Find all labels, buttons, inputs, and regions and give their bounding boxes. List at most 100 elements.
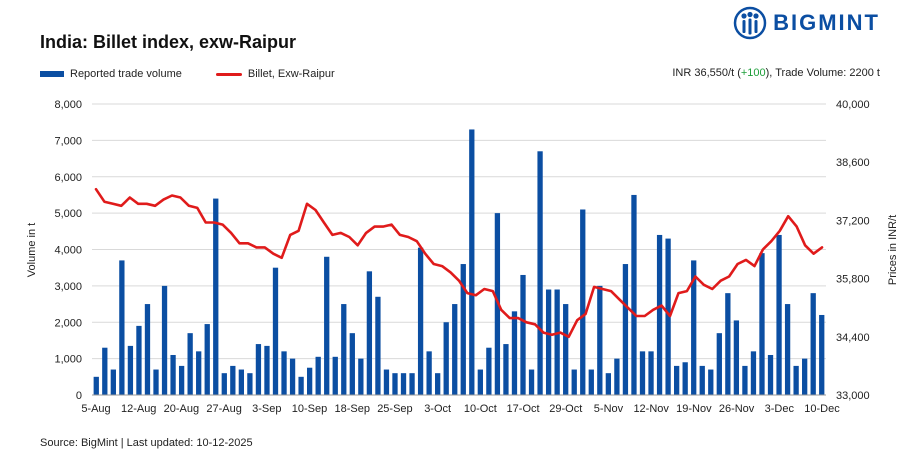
source-note: Source: BigMint | Last updated: 10-12-20… xyxy=(40,437,253,449)
volume-bar xyxy=(153,369,159,395)
volume-bar xyxy=(537,151,543,395)
volume-bar xyxy=(742,365,748,395)
volume-bar xyxy=(119,260,125,395)
volume-bar xyxy=(409,373,415,395)
x-tick-label: 27-Aug xyxy=(206,403,241,415)
volume-bar xyxy=(221,373,227,395)
volume-bar xyxy=(306,367,313,395)
volume-bar xyxy=(588,369,594,395)
volume-bar xyxy=(503,344,509,395)
volume-bar xyxy=(366,271,373,395)
volume-bar xyxy=(580,209,586,395)
volume-bar xyxy=(571,369,577,395)
volume-bar xyxy=(264,345,270,395)
chart-canvas: 0 1,000 2,000 3,000 4,000 5,000 6,000 7,000 8,00… xyxy=(26,99,899,415)
y-left-tick-label: 1,000 xyxy=(54,354,82,366)
volume-bar xyxy=(238,369,245,395)
volume-bar xyxy=(545,289,552,395)
y-left-tick-label: 2,000 xyxy=(54,317,82,329)
y-axis-right-label: Prices in INR/t xyxy=(887,215,899,285)
volume-bar xyxy=(375,296,381,395)
volume-bar xyxy=(110,369,116,395)
x-tick-label: 18-Sep xyxy=(334,403,369,415)
x-tick-label: 19-Nov xyxy=(676,403,712,415)
volume-bar xyxy=(682,362,688,395)
volume-bar xyxy=(708,369,714,395)
y-left-tick-label: 6,000 xyxy=(54,172,82,184)
volume-bar xyxy=(460,264,466,395)
legend-swatch-bar xyxy=(40,71,64,77)
volume-bar xyxy=(255,344,262,395)
y-left-tick-label: 8,000 xyxy=(54,99,82,111)
volume-bar xyxy=(810,293,816,395)
gridlines xyxy=(92,103,826,360)
y-left-tick-label: 7,000 xyxy=(54,135,82,147)
volume-bar xyxy=(178,365,185,395)
volume-bar xyxy=(127,345,134,395)
volume-bar xyxy=(358,358,364,395)
volume-bar xyxy=(750,351,757,395)
y-right-tick-label: 38,600 xyxy=(836,157,870,169)
volume-bar xyxy=(161,285,168,395)
x-tick-label: 3-Sep xyxy=(252,403,281,415)
y-right-tick-label: 40,000 xyxy=(836,99,870,111)
volume-bar xyxy=(196,351,202,395)
y-axis-left-label: Volume in t xyxy=(26,223,38,277)
volume-bar xyxy=(656,234,663,395)
volume-bar xyxy=(528,369,535,395)
legend-item-volume: Reported trade volume xyxy=(40,68,182,80)
price-line xyxy=(94,187,824,339)
y-right-tick-label: 37,200 xyxy=(836,215,870,227)
volume-bar xyxy=(400,373,407,395)
x-tick-label: 17-Oct xyxy=(507,403,540,415)
y-right-tick-label: 34,400 xyxy=(836,332,870,344)
y-left-tick-label: 5,000 xyxy=(54,208,82,220)
bigmint-logo: BIGMINT xyxy=(733,6,880,40)
volume-bar xyxy=(639,351,646,395)
volume-bar xyxy=(784,304,791,395)
volume-bar xyxy=(631,194,637,395)
x-tick-label: 26-Nov xyxy=(719,403,755,415)
volume-bar xyxy=(563,304,569,395)
legend-label-volume: Reported trade volume xyxy=(70,68,182,80)
x-tick-label: 25-Sep xyxy=(377,403,412,415)
volume-bar xyxy=(716,333,722,395)
volume-bar xyxy=(767,354,774,395)
legend-item-price: Billet, Exw-Raipur xyxy=(215,68,335,80)
volume-bar xyxy=(417,247,424,395)
price-summary-price: INR 36,550/t ( xyxy=(672,67,741,79)
bigmint-logo-icon xyxy=(733,6,767,40)
y-right-tick-label: 33,000 xyxy=(836,390,870,402)
x-tick-label: 10-Oct xyxy=(464,403,497,415)
volume-bar xyxy=(486,347,492,395)
volume-bar xyxy=(426,351,432,395)
volume-bar xyxy=(665,238,671,395)
chart-title: India: Billet index, exw-Raipur xyxy=(40,32,297,52)
x-tick-label: 10-Dec xyxy=(804,403,840,415)
volume-bar xyxy=(793,365,799,395)
x-tick-label: 12-Aug xyxy=(121,403,156,415)
volume-bar xyxy=(315,356,321,395)
volume-bar xyxy=(477,369,483,395)
volume-bar xyxy=(341,304,347,395)
volume-bar xyxy=(605,373,612,395)
volume-bar xyxy=(597,285,603,395)
x-tick-label: 29-Oct xyxy=(549,403,582,415)
volume-bar xyxy=(144,304,151,395)
x-tick-label: 12-Nov xyxy=(633,403,669,415)
x-tick-label: 3-Oct xyxy=(424,403,451,415)
volume-bar xyxy=(324,256,330,395)
volume-bar xyxy=(213,198,219,395)
volume-bar xyxy=(443,322,449,395)
y-left-tick-label: 0 xyxy=(76,390,82,402)
volume-bar xyxy=(452,304,458,395)
volume-bar xyxy=(392,373,398,395)
volume-bar xyxy=(819,314,825,395)
legend-label-price: Billet, Exw-Raipur xyxy=(247,68,335,80)
volume-bar xyxy=(554,289,560,395)
volume-bar xyxy=(383,369,390,395)
y-left-tick-label: 3,000 xyxy=(54,281,82,293)
logo-text: BIGMINT xyxy=(773,10,880,35)
volume-bar xyxy=(622,264,629,395)
volume-bar xyxy=(469,129,475,395)
